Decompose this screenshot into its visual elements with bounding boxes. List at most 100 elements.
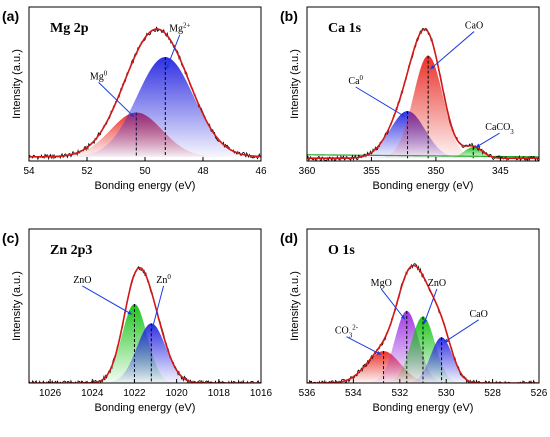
- x-tick-label: 1018: [208, 388, 231, 399]
- x-tick-label: 1016: [250, 388, 273, 399]
- x-tick-label: 350: [428, 166, 445, 177]
- peak-arrow-0: [82, 285, 133, 315]
- peak-arrowhead-3: [444, 338, 449, 343]
- component-peak-1: [29, 323, 261, 383]
- peak-arrow-2: [423, 288, 438, 324]
- x-tick-label: 530: [438, 388, 455, 399]
- x-tick-label: 1020: [166, 388, 189, 399]
- peak-arrow-0: [346, 336, 382, 355]
- y-axis-title: Intensity (a.u.): [11, 271, 23, 341]
- raw-data-line: [29, 266, 261, 383]
- component-peak-1: [29, 57, 261, 157]
- peak-label-text: CaO: [470, 309, 488, 320]
- panel-d-o1s: 536 534 532 530 528 526 Bonding energy (eV) Int…: [280, 228, 548, 414]
- peak-label-2: CaCO3: [485, 122, 514, 136]
- y-axis-title: Intensity (a.u.): [289, 49, 301, 119]
- panel-c-zn2p3: 1026 1024 1022 1020 1018 1016 Bonding energy (…: [2, 228, 273, 414]
- raw-data-line: [307, 263, 539, 383]
- peak-arrowhead-1: [430, 64, 435, 70]
- peak-label-text: ZnO: [428, 278, 446, 289]
- panel-letter: (d): [280, 230, 298, 246]
- x-tick-label: 50: [139, 166, 151, 177]
- peak-label-1: Zn0: [156, 273, 171, 286]
- panel-title: Zn 2p3: [50, 243, 92, 258]
- x-axis-title: Bonding energy (eV): [95, 180, 196, 192]
- peak-arrowhead-0: [376, 350, 381, 355]
- x-tick-label: 360: [299, 166, 316, 177]
- component-peak-1: [307, 55, 539, 159]
- fitted-envelope-line: [307, 264, 539, 383]
- plot-frame: [306, 6, 540, 162]
- peak-label-text: Ca: [348, 76, 360, 87]
- panel-title: O 1s: [328, 243, 355, 258]
- peak-label-text: Mg: [90, 71, 104, 82]
- peak-arrow-0: [355, 86, 406, 118]
- x-tick-label: 46: [255, 166, 267, 177]
- peak-label-text: MgO: [371, 278, 392, 289]
- plot-frame: [306, 228, 540, 384]
- x-tick-label: 345: [492, 166, 509, 177]
- peak-label-sub: 3: [510, 128, 514, 136]
- x-tick-label: 54: [23, 166, 35, 177]
- peak-label-text: CO: [335, 326, 349, 337]
- peak-arrow-1: [380, 288, 406, 320]
- peak-arrowhead-1: [151, 325, 156, 330]
- peak-arrow-1: [165, 34, 181, 70]
- plot-area: [29, 26, 261, 161]
- peak-arrowhead-0: [127, 310, 132, 315]
- x-tick-label: 532: [391, 388, 408, 399]
- peak-label-1: MgO: [371, 278, 392, 289]
- plot-area: [29, 266, 261, 383]
- peak-label-text: Mg: [169, 24, 183, 35]
- peak-arrowhead-1: [400, 314, 405, 320]
- x-tick-label: 526: [531, 388, 548, 399]
- peak-label-text: CaCO: [485, 122, 510, 133]
- peak-label-sup: 0: [104, 69, 108, 77]
- x-tick-label: 1022: [123, 388, 146, 399]
- peak-label-0: Ca0: [348, 74, 363, 87]
- component-peak-0: [307, 351, 539, 383]
- peak-label-sup: 2+: [183, 22, 191, 30]
- x-tick-label: 528: [484, 388, 501, 399]
- x-tick-label: 355: [363, 166, 380, 177]
- panel-title: Ca 1s: [328, 21, 362, 36]
- peak-arrowhead-0: [129, 112, 135, 118]
- x-tick-label: 536: [299, 388, 316, 399]
- plot-area: [307, 263, 539, 383]
- peak-label-0: Mg0: [90, 69, 108, 82]
- peak-arrow-0: [98, 82, 135, 118]
- peak-arrow-1: [151, 285, 165, 330]
- peak-arrow-1: [430, 31, 475, 70]
- peak-label-text: ZnO: [73, 275, 91, 286]
- peak-label-0: CO32-: [335, 324, 359, 340]
- x-tick-label: 1024: [81, 388, 104, 399]
- background-line: [307, 154, 539, 158]
- peak-label-1: CaO: [465, 21, 483, 32]
- x-tick-label: 1026: [39, 388, 62, 399]
- peak-label-sup: 2-: [352, 324, 359, 332]
- peak-arrowhead-0: [400, 112, 405, 117]
- peak-arrowhead-1: [165, 64, 170, 70]
- plot-frame: [28, 228, 262, 384]
- peak-label-1: Mg2+: [169, 22, 190, 35]
- panel-title: Mg 2p: [50, 21, 89, 36]
- peak-label-sup: 0: [167, 273, 171, 281]
- panel-letter: (c): [2, 230, 19, 246]
- x-tick-label: 52: [81, 166, 93, 177]
- peak-arrow-2: [475, 132, 500, 148]
- peak-arrowhead-2: [423, 319, 428, 324]
- peak-arrow-3: [443, 319, 479, 343]
- x-axis-title: Bonding energy (eV): [373, 180, 474, 192]
- panel-a-mg2p: 54 52 50 48 46 Bonding energy (eV) Intensity (…: [2, 6, 267, 192]
- y-axis-title: Intensity (a.u.): [289, 271, 301, 341]
- plot-area: [307, 27, 539, 161]
- x-tick-label: 534: [345, 388, 362, 399]
- component-peak-3: [307, 337, 539, 383]
- y-axis-title: Intensity (a.u.): [11, 49, 23, 119]
- panel-b-ca1s: 360 355 350 345 Bonding energy (eV) Intensity…: [280, 6, 540, 192]
- peak-label-3: CaO: [470, 309, 488, 320]
- peak-label-sub: 3: [349, 332, 353, 340]
- x-axis-title: Bonding energy (eV): [95, 402, 196, 414]
- fitted-envelope-line: [29, 266, 261, 383]
